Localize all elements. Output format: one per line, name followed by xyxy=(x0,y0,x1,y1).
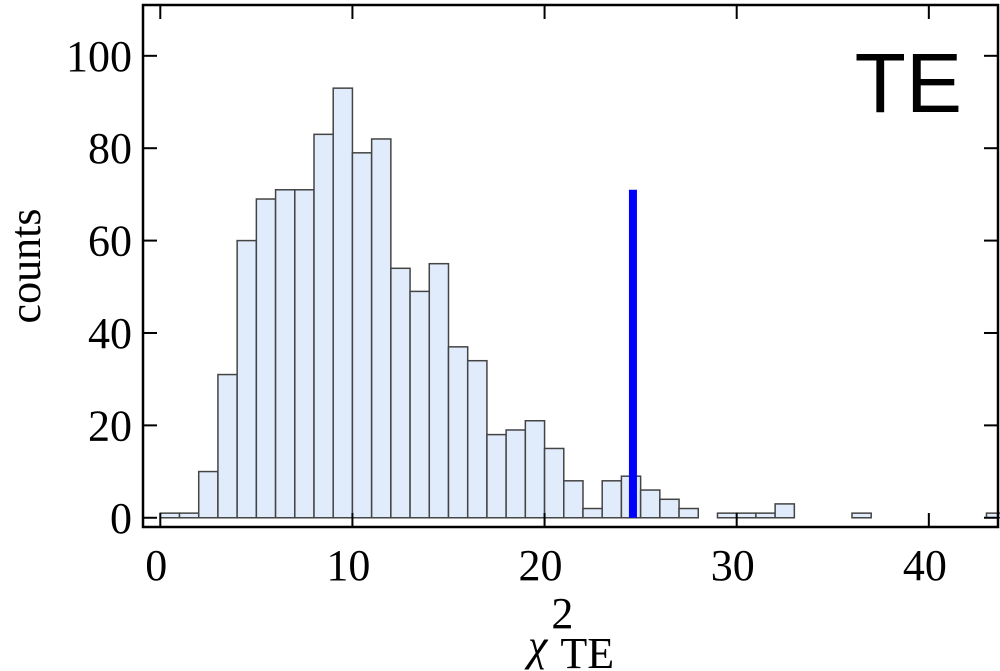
bar xyxy=(505,429,527,519)
bar xyxy=(409,290,431,519)
bar xyxy=(735,512,757,519)
y-tick-label: 20 xyxy=(88,401,132,450)
bar xyxy=(755,512,776,519)
bar xyxy=(197,470,219,519)
y-tick-label: 40 xyxy=(88,309,132,358)
x-axis-label: χ 2 TE xyxy=(524,589,614,671)
y-axis-label: counts xyxy=(1,209,50,324)
x-tick-label: 10 xyxy=(326,541,370,590)
bar xyxy=(659,498,680,519)
bar xyxy=(447,346,469,519)
bar xyxy=(313,133,334,519)
bar xyxy=(524,420,546,519)
x-tick-label: 30 xyxy=(711,541,755,590)
bar xyxy=(294,189,315,519)
y-tick-label: 0 xyxy=(110,494,132,543)
y-tick-label: 100 xyxy=(66,32,132,81)
bar xyxy=(466,359,488,519)
x-tick-label: 20 xyxy=(519,541,563,590)
bar xyxy=(716,512,738,519)
bar xyxy=(178,512,200,519)
bar xyxy=(678,507,700,519)
y-tick-label: 80 xyxy=(88,124,132,173)
bar xyxy=(563,480,584,519)
bar xyxy=(255,198,277,519)
bar xyxy=(428,262,450,519)
y-tick-label: 60 xyxy=(88,217,132,266)
bar xyxy=(543,447,565,519)
x-label-sub: TE xyxy=(560,629,614,671)
plot-frame xyxy=(141,3,1000,529)
bar xyxy=(236,239,258,519)
bar xyxy=(274,189,296,519)
bar xyxy=(601,480,623,519)
annotation: TE xyxy=(855,36,962,130)
bar xyxy=(774,503,796,519)
x-label-base: χ xyxy=(524,621,549,670)
bar xyxy=(851,512,872,519)
x-tick-label: 0 xyxy=(145,541,167,590)
bar xyxy=(639,489,661,519)
bar xyxy=(217,373,238,519)
x-label-sup: 2 xyxy=(551,589,573,638)
bar xyxy=(370,138,392,519)
bar xyxy=(486,433,507,519)
bar xyxy=(159,512,181,519)
bar xyxy=(582,507,603,519)
bar xyxy=(332,87,354,519)
bar xyxy=(390,267,411,519)
bar xyxy=(351,152,373,519)
x-tick-label: 40 xyxy=(903,541,947,590)
